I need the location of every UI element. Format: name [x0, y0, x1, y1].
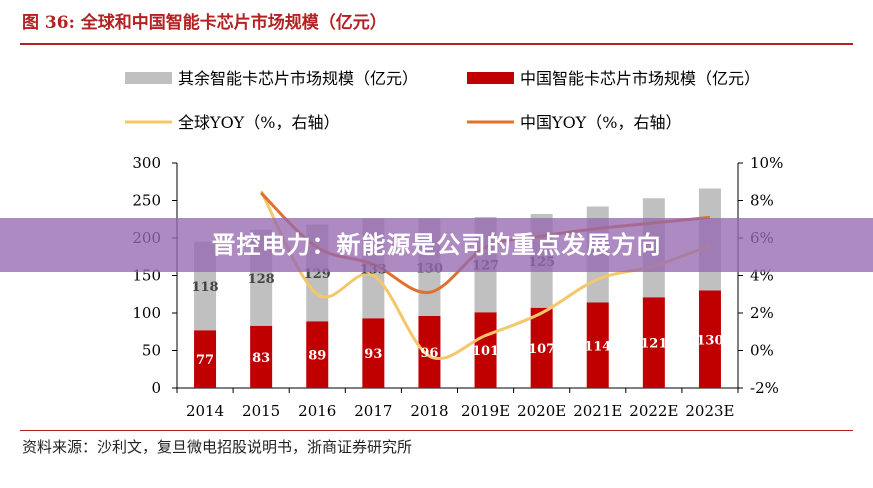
legend-label: 全球YOY（%，右轴） — [178, 113, 339, 132]
china-bar-label: 130 — [696, 333, 723, 348]
left-tick-label: 0 — [151, 379, 161, 397]
china-bar — [418, 316, 441, 388]
x-tick-label: 2014 — [186, 402, 224, 420]
right-tick-label: 2% — [750, 304, 774, 322]
x-tick-label: 2018 — [410, 402, 448, 420]
x-tick-label: 2019E — [461, 402, 510, 420]
market-size-chart: 其余智能卡芯片市场规模（亿元） 中国智能卡芯片市场规模（亿元） 全球YOY（%，右轴… — [125, 69, 783, 420]
legend-swatch — [467, 72, 514, 84]
title-rule — [20, 43, 853, 45]
china-bar-label: 89 — [308, 349, 326, 364]
chart-axes: 050100150200250300-2%0%2%4%6%8%10%201420… — [132, 154, 783, 420]
chart-legend: 其余智能卡芯片市场规模（亿元） 中国智能卡芯片市场规模（亿元） 全球YOY（%，右轴… — [125, 69, 760, 132]
left-tick-label: 50 — [142, 342, 161, 360]
china-bar — [474, 312, 497, 388]
left-tick-label: 250 — [132, 192, 161, 210]
right-tick-label: -2% — [750, 379, 779, 397]
china-bar — [306, 321, 329, 388]
china-bar-label: 93 — [364, 347, 382, 362]
china-bar — [642, 297, 665, 388]
china-bar — [698, 290, 721, 388]
right-tick-label: 10% — [750, 154, 783, 172]
source-note: 资料来源：沙利文，复旦微电招股说明书，浙商证券研究所 — [22, 438, 413, 456]
legend-label: 中国智能卡芯片市场规模（亿元） — [520, 69, 760, 88]
x-tick-label: 2022E — [629, 402, 678, 420]
other-bar-label: 128 — [248, 272, 275, 287]
x-tick-label: 2015 — [242, 402, 280, 420]
right-tick-label: 0% — [750, 342, 774, 360]
figure-title: 图 36: 全球和中国智能卡芯片市场规模（亿元） — [22, 13, 387, 33]
chart-bar-labels: 7711883128891299313396130101127107125114… — [191, 255, 723, 368]
china-bar — [194, 330, 217, 388]
china-bar-label: 77 — [196, 353, 214, 368]
x-tick-label: 2023E — [685, 402, 734, 420]
legend-swatch — [125, 72, 172, 84]
banner-text: 晋控电力：新能源是公司的重点发展方向 — [211, 231, 662, 259]
china-bar-label: 101 — [472, 344, 499, 359]
china-bar — [530, 307, 553, 388]
x-tick-label: 2021E — [573, 402, 622, 420]
other-bar-label: 118 — [191, 280, 218, 295]
overlay-banner: 晋控电力：新能源是公司的重点发展方向 — [0, 218, 873, 272]
china-bar — [362, 318, 385, 388]
left-tick-label: 300 — [132, 154, 161, 172]
legend-label: 其余智能卡芯片市场规模（亿元） — [178, 69, 418, 88]
x-tick-label: 2016 — [298, 402, 336, 420]
china-bar-label: 83 — [252, 351, 270, 366]
china-bar-label: 96 — [420, 346, 438, 361]
x-tick-label: 2017 — [354, 402, 392, 420]
china-bar-label: 114 — [584, 339, 611, 354]
right-tick-label: 8% — [750, 192, 774, 210]
x-tick-label: 2020E — [517, 402, 566, 420]
source-rule — [20, 430, 853, 431]
left-tick-label: 100 — [132, 304, 161, 322]
china-bar — [250, 325, 273, 388]
legend-label: 中国YOY（%，右轴） — [520, 113, 681, 132]
china-bar-label: 121 — [640, 337, 667, 352]
china-bar — [586, 302, 609, 388]
china-bar-label: 107 — [528, 342, 555, 357]
